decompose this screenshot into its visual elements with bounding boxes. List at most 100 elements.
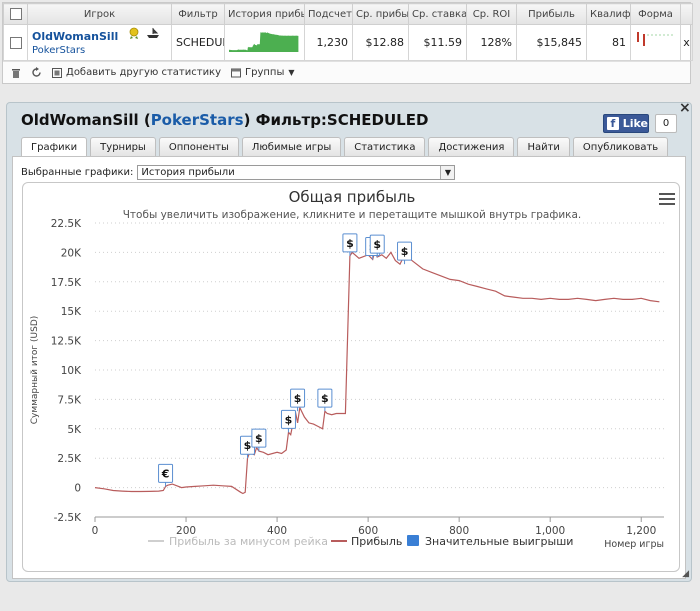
x-tick-label: 200 [176,525,196,537]
big-win-marker-box[interactable] [317,388,333,408]
avg-stake-cell: $11.59 [408,24,467,61]
title-site-link[interactable]: PokerStars [150,111,244,129]
big-win-marker-box[interactable] [369,234,385,254]
medal-icon [129,27,139,39]
tab-find[interactable]: Найти [517,137,570,156]
refresh-button[interactable] [31,67,42,78]
select-all-header[interactable] [3,3,28,25]
profit-chart-svg[interactable]: Общая прибыль Чтобы увеличить изображение… [23,183,680,572]
y-tick-label: 2.5K [57,453,82,465]
y-tick-label: 0 [74,483,81,495]
groups-icon [231,68,242,77]
title-player: OldWomanSill [21,111,139,129]
select-all-checkbox[interactable] [9,8,22,20]
facebook-icon: f [607,117,619,130]
tab-tournaments[interactable]: Турниры [90,137,156,156]
col-avg-stake[interactable]: Ср. ставка [408,3,467,25]
y-tick-label: -2.5K [54,512,82,524]
big-win-marker-box[interactable] [342,233,358,253]
player-name-link[interactable]: OldWomanSill [32,29,119,43]
col-qualif[interactable]: Квалиф. [586,3,631,25]
tab-statistics[interactable]: Статистика [344,137,426,156]
big-win-marker[interactable]: $ [290,388,306,412]
col-form[interactable]: Форма [630,3,681,25]
big-win-marker[interactable]: $ [369,234,385,258]
add-window-icon [52,67,62,78]
col-profit[interactable]: Прибыль [516,3,587,25]
y-tick-label: 17.5K [51,277,82,289]
player-panel: OldWomanSill (PokerStars) Фильтр:SCHEDUL… [6,100,692,582]
avg-profit-cell: $12.88 [352,24,409,61]
legend-big-wins-label[interactable]: Значительные выигрыши [425,535,573,548]
big-win-marker[interactable]: $ [280,409,296,433]
chart-select-value: История прибыли [141,167,235,178]
big-win-marker-label: $ [255,432,263,445]
tab-opponents[interactable]: Оппоненты [158,137,239,156]
big-win-marker[interactable]: $ [397,241,413,265]
big-win-marker-box[interactable] [290,388,306,408]
chart-select-row: Выбранные графики: История прибыли ▼ [21,165,456,180]
row-select[interactable] [3,24,28,61]
col-avg-roi[interactable]: Ср. ROI [466,3,517,25]
groups-button[interactable]: Группы ▼ [231,67,295,78]
profit-cell: $15,845 [516,24,587,61]
chart-subtitle: Чтобы увеличить изображение, кликните и … [123,209,582,221]
tab-favorite-games[interactable]: Любимые игры [241,137,342,156]
tab-content: Выбранные графики: История прибыли ▼ Общ… [12,156,686,579]
y-axis-label: Суммарный итог (USD) [30,316,40,425]
table-row: OldWomanSill PokerStars SCHEDULED 1,230 … [3,24,693,61]
big-win-marker-box[interactable] [280,409,296,429]
y-tick-label: 5K [67,424,82,436]
add-stats-button[interactable]: Добавить другую статистику [52,67,221,78]
row-close[interactable]: x [680,24,693,61]
big-win-marker-label: $ [244,439,252,452]
player-site-link[interactable]: PokerStars [32,44,86,56]
big-win-marker-label: $ [321,392,329,405]
big-win-marker-box[interactable] [251,428,267,448]
legend-profit-label[interactable]: Прибыль [351,535,402,548]
tab-achievements[interactable]: Достижения [428,137,515,156]
count-cell: 1,230 [304,24,353,61]
y-tick-label: 12.5K [51,336,82,348]
x-tick-label: 600 [358,525,378,537]
col-profit-history[interactable]: История прибыли [224,3,305,25]
tab-charts[interactable]: Графики [21,137,88,157]
profit-chart[interactable]: Общая прибыль Чтобы увеличить изображение… [22,182,680,572]
chart-select[interactable]: История прибыли ▼ [137,165,456,180]
y-tick-label: 22.5K [51,218,82,230]
chevron-down-icon[interactable]: ▼ [440,166,455,179]
x-tick-label: 1,000 [535,525,565,537]
panel-tabs: Графики Турниры Оппоненты Любимые игры С… [21,137,669,157]
qualif-cell: 81 [586,24,631,61]
big-win-marker-box[interactable] [158,463,174,483]
resize-handle-icon[interactable]: ◢ [682,569,689,579]
legend-rake-label[interactable]: Прибыль за минусом рейка [169,535,328,548]
x-axis-label: Номер игры [604,539,664,550]
chevron-down-icon: ▼ [288,68,295,77]
col-player[interactable]: Игрок [27,3,172,25]
big-win-marker[interactable]: $ [251,428,267,452]
col-avg-profit[interactable]: Ср. прибыль [352,3,409,25]
x-tick-label: 400 [267,525,287,537]
sparkline-area [229,32,299,52]
row-close-icon[interactable]: x [683,36,690,49]
col-filter[interactable]: Фильтр [171,3,225,25]
big-win-marker[interactable]: € [158,463,174,487]
player-cell: OldWomanSill PokerStars [27,24,172,61]
row-checkbox[interactable] [9,37,22,49]
profit-sparkline-cell [224,24,305,61]
avg-roi-cell: 128% [466,24,517,61]
x-tick-label: 800 [449,525,469,537]
big-win-marker-box[interactable] [397,241,413,261]
legend-big-wins-swatch[interactable] [407,535,419,546]
chart-select-label: Выбранные графики: [21,167,134,178]
tab-publish[interactable]: Опубликовать [572,137,669,156]
facebook-like-button[interactable]: f Like [603,114,649,133]
big-win-marker[interactable]: $ [317,388,333,412]
big-win-marker-label: $ [346,237,354,250]
col-count[interactable]: Подсчет [304,3,353,25]
panel-close-icon[interactable]: × [679,100,691,116]
delete-button[interactable] [11,67,21,78]
chart-menu-icon[interactable] [659,193,675,207]
big-win-marker[interactable]: $ [342,233,358,256]
